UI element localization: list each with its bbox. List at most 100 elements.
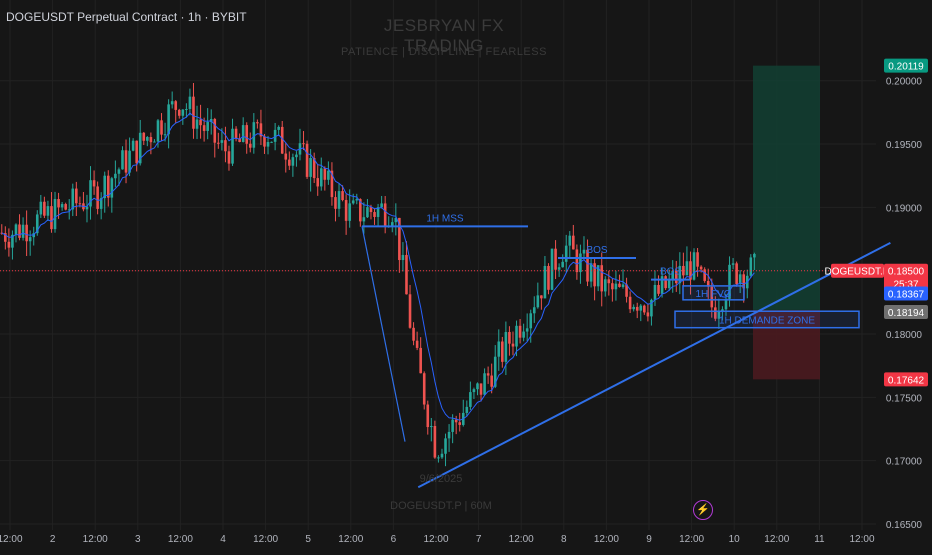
bearish-candle (554, 248, 557, 270)
bullish-candle (589, 263, 593, 282)
take-profit-zone (753, 65, 820, 310)
bullish-candle (497, 341, 501, 357)
bullish-candle (337, 191, 341, 209)
bearish-candle (312, 157, 316, 179)
bullish-candle (536, 295, 540, 308)
ema-price-label: 0.18367 (888, 289, 925, 300)
stop-loss-price-label-bg (884, 372, 928, 387)
x-tick-label: 12:00 (0, 534, 23, 545)
bullish-candle (543, 265, 547, 299)
x-tick-label: 12:00 (679, 534, 704, 545)
bullish-candle (188, 96, 192, 109)
bullish-candle (515, 325, 518, 347)
bearish-candle (735, 263, 738, 285)
bullish-candle (731, 263, 735, 265)
bearish-candle (202, 125, 206, 131)
bearish-candle (4, 233, 7, 242)
bearish-candle (302, 143, 305, 145)
bullish-candle (252, 122, 256, 148)
bullish-candle (67, 209, 71, 211)
bearish-candle (174, 101, 178, 110)
annotation-box (674, 310, 860, 329)
lightning-icon[interactable]: ⚡ (693, 500, 713, 520)
bullish-candle (128, 150, 131, 173)
bearish-candle (710, 286, 714, 308)
bearish-candle (263, 136, 266, 147)
bullish-candle (206, 121, 209, 131)
stop-loss-price-label: 0.17642 (888, 375, 925, 386)
bullish-candle (504, 332, 508, 362)
bullish-candle (493, 356, 497, 387)
bullish-candle (529, 313, 533, 329)
bullish-candle (185, 108, 188, 110)
bearish-candle (25, 224, 28, 242)
bearish-candle (213, 119, 217, 143)
x-tick-label: 8 (561, 534, 567, 545)
bearish-candle (323, 168, 327, 180)
stop-loss-zone (753, 309, 820, 380)
y-tick-label: 0.16500 (886, 520, 923, 531)
bullish-candle (437, 457, 440, 459)
bullish-candle (99, 198, 103, 209)
annotation-label: BOS (660, 267, 681, 278)
bullish-candle (21, 224, 25, 238)
y-tick-label: 0.17000 (886, 457, 923, 468)
bearish-candle (547, 265, 550, 290)
bullish-candle (564, 245, 568, 262)
bearish-candle (259, 123, 263, 137)
take-profit-price-label: 0.20119 (888, 62, 924, 73)
bearish-candle (422, 373, 426, 405)
annotation-label: BOS (586, 245, 607, 256)
bearish-candle (699, 266, 703, 270)
bearish-candle (511, 343, 515, 347)
last-price-label: 0.18500 (888, 267, 925, 278)
bullish-candle (309, 157, 312, 177)
bullish-candle (35, 214, 39, 234)
bearish-candle (359, 199, 362, 222)
bullish-candle (639, 305, 643, 311)
mss-drop-line (361, 226, 406, 442)
bullish-candle (728, 264, 731, 299)
bearish-candle (433, 426, 437, 458)
bearish-candle (383, 203, 387, 227)
x-tick-label: 6 (391, 534, 397, 545)
x-tick-label: 12:00 (83, 534, 108, 545)
x-tick-label: 10 (729, 534, 741, 545)
bearish-candle (149, 137, 153, 143)
bullish-candle (430, 426, 433, 428)
source-watermark: DOGEUSDT.P | 60M (390, 500, 492, 512)
bullish-candle (270, 141, 273, 143)
y-tick-label: 0.19000 (886, 203, 923, 214)
bullish-candle (632, 306, 635, 310)
x-tick-label: 12:00 (338, 534, 363, 545)
bullish-candle (650, 299, 653, 317)
bullish-candle (660, 276, 664, 294)
bullish-candle (472, 389, 476, 393)
bullish-candle (376, 207, 380, 217)
bullish-candle (483, 373, 486, 395)
bearish-candle (217, 142, 220, 144)
bearish-candle (305, 143, 309, 177)
bullish-candle (380, 203, 383, 208)
bullish-candle (721, 309, 724, 312)
bullish-candle (181, 109, 185, 116)
ema-price-label-bg (884, 286, 928, 301)
bullish-candle (667, 279, 671, 289)
bullish-candle (85, 206, 89, 210)
zone-price-label: 0.18194 (888, 308, 925, 319)
x-tick-label: 5 (305, 534, 311, 545)
bearish-candle (501, 341, 504, 362)
x-tick-label: 3 (135, 534, 141, 545)
bullish-candle (153, 141, 156, 143)
bullish-candle (11, 234, 14, 248)
bullish-candle (351, 200, 355, 204)
bearish-candle (96, 186, 99, 209)
bearish-candle (611, 283, 614, 290)
annotation-label: 1H MSS (426, 213, 464, 224)
bullish-candle (451, 419, 454, 432)
bearish-candle (50, 206, 53, 230)
bullish-candle (327, 170, 330, 180)
bullish-candle (273, 129, 277, 142)
